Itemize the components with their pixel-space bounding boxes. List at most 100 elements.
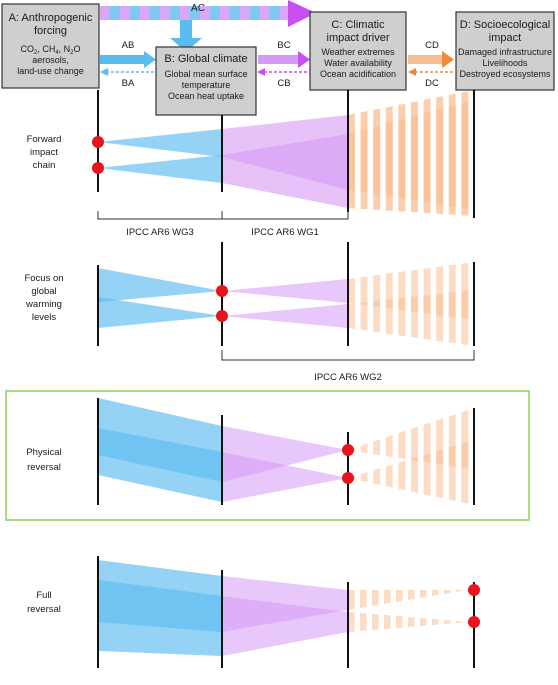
orange-stripe [385,121,393,211]
orange-stripe [385,299,393,335]
box-d-line3: Destroyed ecosystems [459,69,551,79]
orange-stripe [385,464,393,488]
orange-stripe [436,449,444,499]
row-forward-impact-chain: Forward impact chain [27,90,475,218]
orange-stripe [448,104,456,215]
row-full-reversal: Full reversal [27,556,480,668]
orange-stripe [373,439,381,456]
box-b-line3: Ocean heat uptake [168,91,244,101]
row-focus-label-2: global [31,286,56,297]
orange-stripe [423,111,431,214]
orange-stripe [373,125,381,211]
box-b-line1: Global mean surface [164,69,247,79]
bracket-wg3-label: IPCC AR6 WG3 [126,227,194,238]
arrow-cb-label: CB [277,78,290,89]
arrow-dc: DC [408,68,453,89]
arrow-bc-label: BC [277,40,290,51]
box-a-title-1: A: Anthropogenic [9,12,93,24]
orange-stripe [372,590,379,606]
orange-stripe [456,590,463,592]
box-b-global-climate: B: Global climate Global mean surface te… [155,46,257,116]
arrow-bc: BC [258,40,310,68]
box-b-title: B: Global climate [164,53,247,65]
orange-stripe [408,590,415,600]
box-c-line1: Weather extremes [321,47,395,57]
box-a-anthropogenic-forcing: A: Anthropogenic forcing CO2, CH4, N2O a… [1,3,100,89]
focus-dot-2 [216,310,228,322]
arrow-ab-label: AB [122,40,135,51]
physical-blue-wedges [98,398,222,502]
orange-stripe [373,300,381,333]
arrow-cd-label: CD [425,40,439,51]
orange-stripe [348,612,355,632]
row-focus-label-3: warming [25,299,62,310]
row-physical-label-2: reversal [27,462,61,473]
orange-stripe [408,617,415,627]
box-a-gases: CO2, CH4, N2O [20,44,80,56]
orange-stripe [373,274,381,308]
orange-stripe [360,301,368,331]
orange-stripe [461,290,469,346]
forward-blue-wedges [98,129,222,183]
orange-stripe [420,590,427,598]
bracket-wg2-label: IPCC AR6 WG2 [314,372,382,383]
orange-stripe [432,590,439,596]
row-full-label-1: Full [36,590,51,601]
orange-stripe [461,441,469,504]
orange-stripe [360,613,367,631]
full-orange-stripes [348,590,463,632]
physical-dot-1 [342,444,354,456]
arrow-ac-label: AC [191,3,205,14]
full-purple-wedges [222,576,348,656]
row-physical-label-1: Physical [26,447,61,458]
arrow-dc-label: DC [425,78,439,89]
arrow-ab: AB [100,40,156,68]
box-a-line3: land-use change [17,66,84,76]
orange-stripe [348,303,355,329]
orange-stripe [398,460,406,491]
orange-stripe [432,619,439,625]
box-d-line1: Damaged infrastructure [458,47,552,57]
box-c-line3: Ocean acidification [320,69,396,79]
arrow-cb: CB [257,68,307,89]
orange-stripe [384,590,391,604]
orange-stripe [348,132,355,209]
row-focus-gwl: Focus on global warming levels [24,242,475,346]
row-physical-reversal: Physical reversal [5,390,530,521]
orange-stripe [444,620,451,624]
orange-stripe [360,276,368,306]
box-d-title-2: impact [489,32,521,44]
physical-dot-2 [342,472,354,484]
orange-stripe [461,101,469,216]
box-d-line2: Livelihoods [482,58,528,68]
box-c-title-1: C: Climatic [331,19,385,31]
orange-stripe [398,118,406,212]
orange-stripe [448,292,456,344]
row-focus-label-4: levels [32,312,57,323]
row-forward-label-2: impact [30,147,58,158]
bracket-wg1: IPCC AR6 WG1 [222,211,349,238]
box-c-climatic-impact-driver: C: Climatic impact driver Weather extrem… [309,11,407,91]
arrow-ba-label: BA [122,78,135,89]
orange-stripe [411,456,418,493]
focus-blue-wedges [98,268,222,328]
box-a-title-2: forcing [34,25,67,37]
orange-stripe [420,618,427,626]
full-dot-2 [468,616,480,628]
orange-stripe [348,590,355,610]
orange-stripe [360,128,368,210]
box-d-socioecological-impact: D: Socioecological impact Damaged infras… [455,11,555,91]
physical-reversal-highlight-box [5,390,530,521]
forward-dot-2 [92,162,104,174]
orange-stripe [360,472,368,483]
orange-stripe [398,430,406,460]
orange-stripe [372,614,379,630]
forward-purple-wedges [222,115,348,208]
orange-stripe [398,297,406,337]
orange-stripe [411,115,418,213]
arrow-ac-branch [170,20,202,52]
row-forward-label-1: Forward [27,134,62,145]
forward-orange-stripes [348,91,469,216]
orange-stripe [423,294,431,340]
row-forward-label-3: chain [33,160,56,171]
